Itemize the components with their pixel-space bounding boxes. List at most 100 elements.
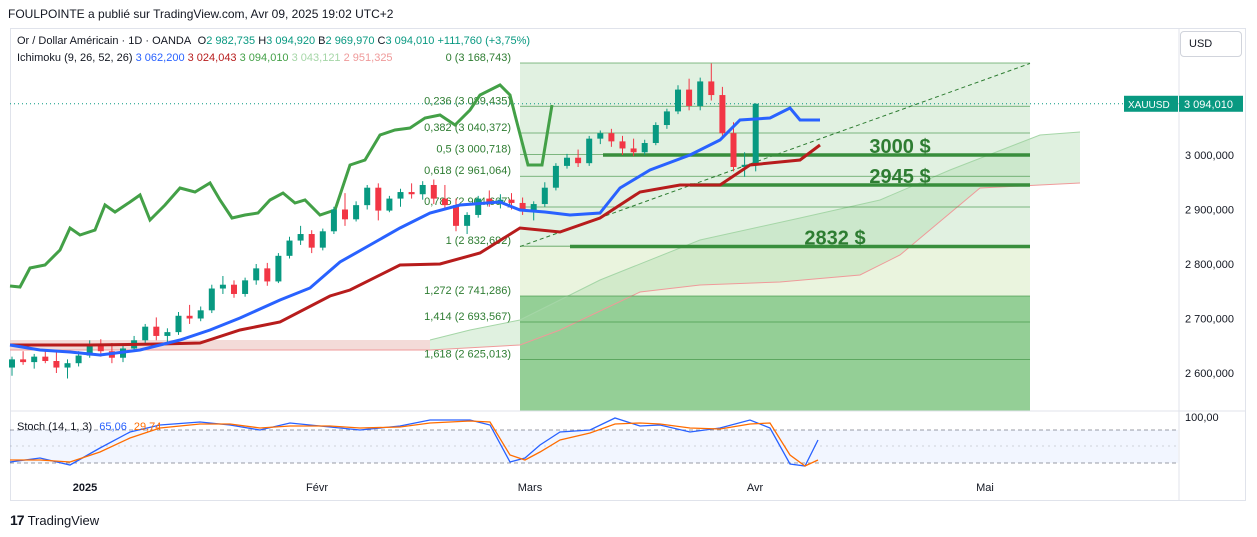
ichimoku-value-2: 3 094,010 <box>236 52 289 64</box>
candle-body-15 <box>175 315 182 333</box>
trend-line <box>519 62 1031 248</box>
symbol-tag-bg <box>1124 95 1178 112</box>
ichimoku-value-4: 2 951,325 <box>340 52 393 64</box>
candle-body-22 <box>253 268 260 281</box>
candle-body-3 <box>42 356 49 362</box>
candle-body-32 <box>364 187 371 206</box>
price-tick-2: 2 800,000 <box>1185 259 1234 271</box>
candle-body-34 <box>386 198 393 211</box>
tenkan-line <box>9 106 820 357</box>
candle-body-5 <box>64 363 71 368</box>
time-tick-0: 2025 <box>73 482 97 494</box>
candle-body-19 <box>219 284 226 289</box>
close-value: 3 094,010 <box>385 35 435 47</box>
candle-body-55 <box>619 141 626 149</box>
candle-body-54 <box>608 133 615 142</box>
candle-body-64 <box>719 95 726 134</box>
time-tick-3: Avr <box>747 482 764 494</box>
candle-body-18 <box>208 288 215 311</box>
candle-body-47 <box>530 204 537 211</box>
candle-body-57 <box>641 143 648 153</box>
fib-label-1: 0,236 (3 089,435) <box>424 95 511 107</box>
candle-body-30 <box>342 209 348 220</box>
candle-body-14 <box>164 332 171 336</box>
level-label-0: 3000 $ <box>869 136 930 158</box>
fib-label-2: 0,382 (3 040,372) <box>424 122 511 134</box>
candle-body-51 <box>575 157 582 164</box>
fib-label-0: 0 (3 168,743) <box>446 52 511 64</box>
open-label: O <box>197 35 207 47</box>
stoch-band <box>10 430 1178 463</box>
candle-body-45 <box>508 199 515 203</box>
candle-body-13 <box>153 326 160 336</box>
candle-body-4 <box>53 361 60 368</box>
stoch-d-line <box>10 420 819 467</box>
candle-body-41 <box>464 214 471 226</box>
change-value: +111,760 (+3,75%) <box>437 35 531 47</box>
candle-body-63 <box>708 81 715 96</box>
fib-zone-middle <box>520 246 1030 296</box>
candle-body-42 <box>475 198 482 215</box>
candle-body-65 <box>730 133 737 167</box>
time-tick-1: Févr <box>306 482 328 494</box>
candle-body-26 <box>297 234 304 241</box>
price-tick-1: 2 900,000 <box>1185 205 1234 217</box>
ichimoku-values: 3 062,200 3 024,043 3 094,010 3 043,121 … <box>136 52 393 64</box>
candle-body-58 <box>652 125 659 144</box>
ichimoku-value-3: 3 043,121 <box>288 52 341 64</box>
candle-body-28 <box>319 231 326 248</box>
tradingview-icon: 17 <box>10 512 25 528</box>
symbol-name: Or / Dollar Américain · 1D · OANDA <box>17 35 191 47</box>
candle-body-0 <box>9 359 15 368</box>
candle-body-17 <box>197 310 204 319</box>
high-label: H <box>258 35 267 47</box>
candle-body-33 <box>375 187 382 211</box>
ichimoku-cloud-red <box>10 340 430 350</box>
currency-button[interactable]: USD <box>1180 31 1242 57</box>
candle-body-37 <box>419 184 426 195</box>
stoch-axis-label: 100,00 <box>1185 412 1219 424</box>
stoch-k-line <box>9 417 819 467</box>
candle-body-52 <box>586 138 593 164</box>
tradingview-logo[interactable]: 17 TradingView <box>10 512 99 528</box>
price-tick-4: 2 600,000 <box>1185 368 1234 380</box>
candle-body-24 <box>275 255 282 282</box>
fib-label-7: 1,272 (2 741,286) <box>424 285 511 297</box>
candle-body-49 <box>552 165 559 188</box>
candle-body-62 <box>697 81 704 106</box>
candle-body-50 <box>564 157 570 166</box>
candle-body-35 <box>397 192 404 199</box>
candle-body-61 <box>686 89 693 106</box>
price-tick-3: 2 700,000 <box>1185 314 1234 326</box>
stoch-legend: Stoch (14, 1, 3) 65,06 29,74 <box>17 421 161 433</box>
candle-body-25 <box>286 240 293 256</box>
ichimoku-value-1: 3 024,043 <box>184 52 237 64</box>
candle-body-29 <box>330 209 337 232</box>
candle-body-66 <box>741 164 748 167</box>
level-label-2: 2832 $ <box>804 228 865 250</box>
fib-label-8: 1,414 (2 693,567) <box>424 311 511 323</box>
candle-body-39 <box>441 198 448 206</box>
candle-body-60 <box>675 89 681 112</box>
candle-body-56 <box>630 148 637 153</box>
stoch-k-value: 65,06 <box>99 421 127 433</box>
level-label-1: 2945 $ <box>869 166 930 188</box>
chikou-line <box>9 83 554 289</box>
candle-body-27 <box>308 234 315 248</box>
candle-body-59 <box>663 111 670 126</box>
candle-body-48 <box>541 187 548 205</box>
ichimoku-cloud-green <box>10 132 1080 350</box>
ichimoku-value-0: 3 062,200 <box>135 52 185 64</box>
candle-body-8 <box>97 344 104 352</box>
candle-body-2 <box>31 356 38 363</box>
ichimoku-label: Ichimoku (9, 26, 52, 26) <box>17 52 133 64</box>
price-tag-value: 3 094,010 <box>1184 99 1233 111</box>
candle-body-16 <box>186 315 193 319</box>
low-value: 2 969,970 <box>325 35 375 47</box>
stoch-d-value: 29,74 <box>133 421 162 433</box>
fib-zone-lower <box>520 295 1030 411</box>
time-tick-4: Mai <box>976 482 994 494</box>
ichimoku-legend: Ichimoku (9, 26, 52, 26) 3 062,200 3 024… <box>17 52 393 64</box>
fib-label-9: 1,618 (2 625,013) <box>424 348 511 360</box>
